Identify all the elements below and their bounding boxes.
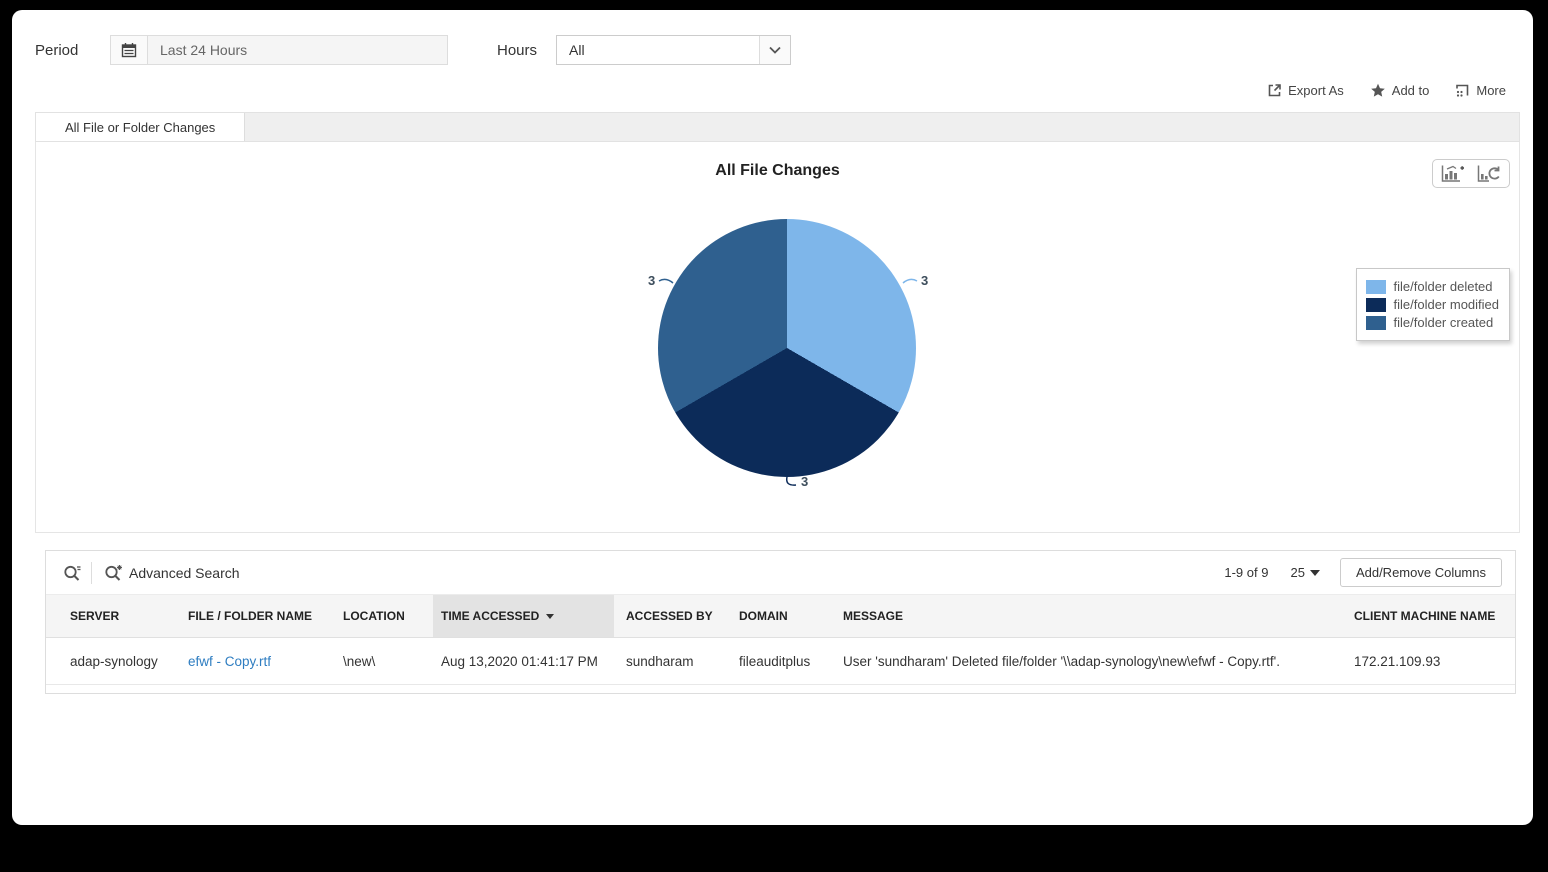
- col-header-server[interactable]: SERVER: [46, 595, 188, 638]
- pie-data-label-modified: 3: [784, 474, 808, 489]
- search-icon: [64, 565, 81, 581]
- pie-data-label-created: 3: [648, 273, 674, 288]
- pie-chart[interactable]: [658, 219, 916, 477]
- page-size-dropdown[interactable]: 25: [1290, 565, 1320, 580]
- cell-message: User 'sundharam' Deleted file/folder '\\…: [837, 637, 1342, 685]
- refresh-chart-button[interactable]: [1477, 164, 1501, 183]
- cell-server: adap-synology: [46, 637, 188, 685]
- app-page: Period Hours All: [12, 10, 1533, 825]
- advanced-search-button[interactable]: Advanced Search: [102, 564, 249, 582]
- calendar-button[interactable]: [110, 35, 148, 65]
- advanced-search-icon: [105, 564, 122, 581]
- col-header-message[interactable]: MESSAGE: [837, 595, 1342, 638]
- cell-file-folder-name: efwf - Copy.rtf: [188, 637, 343, 685]
- hours-select[interactable]: All: [556, 35, 792, 65]
- table-header-row: SERVER FILE / FOLDER NAME LOCATION TIME …: [46, 595, 1515, 638]
- col-header-time-accessed[interactable]: TIME ACCESSED: [433, 595, 614, 638]
- cell-domain: fileauditplus: [727, 637, 837, 685]
- file-changes-table: SERVER FILE / FOLDER NAME LOCATION TIME …: [46, 595, 1515, 685]
- tab-strip: All File or Folder Changes: [35, 112, 1520, 142]
- more-icon: [1456, 84, 1469, 97]
- add-to-label: Add to: [1391, 82, 1430, 98]
- add-chart-icon: [1441, 165, 1464, 182]
- legend-item-modified[interactable]: file/folder modified: [1365, 297, 1500, 312]
- legend-label: file/folder modified: [1393, 297, 1500, 312]
- calendar-icon: [121, 43, 137, 58]
- pagination-text: 1-9 of 9: [1224, 565, 1269, 580]
- more-label: More: [1476, 82, 1506, 98]
- file-link[interactable]: efwf - Copy.rtf: [188, 653, 272, 669]
- advanced-search-label: Advanced Search: [129, 564, 240, 581]
- chart-panel: All File Changes: [35, 142, 1520, 533]
- add-to-button[interactable]: Add to: [1370, 82, 1430, 98]
- cell-client-machine-name: 172.21.109.93: [1342, 637, 1515, 685]
- chart-title: All File Changes: [715, 162, 840, 179]
- sort-desc-icon: [546, 614, 555, 620]
- results-panel: Advanced Search 1-9 of 9 25 Add/Remove C…: [45, 550, 1516, 694]
- legend-label: file/folder created: [1393, 315, 1494, 330]
- legend-swatch-modified: [1365, 297, 1386, 312]
- chevron-down-icon: [759, 36, 791, 64]
- legend-swatch-deleted: [1365, 279, 1386, 294]
- tab-all-file-or-folder-changes[interactable]: All File or Folder Changes: [36, 113, 246, 141]
- col-header-client-machine-name[interactable]: CLIENT MACHINE NAME: [1342, 595, 1515, 638]
- column-search-button[interactable]: [61, 564, 91, 582]
- legend-item-created[interactable]: file/folder created: [1365, 315, 1500, 330]
- chart-legend: file/folder deleted file/folder modified…: [1355, 268, 1510, 341]
- col-header-accessed-by[interactable]: ACCESSED BY: [614, 595, 727, 638]
- star-icon: [1370, 83, 1385, 97]
- cell-accessed-by: sundharam: [614, 637, 727, 685]
- table-row: adap-synology efwf - Copy.rtf \new\ Aug …: [46, 637, 1515, 685]
- hours-label: Hours: [497, 41, 538, 59]
- col-header-file-folder-name[interactable]: FILE / FOLDER NAME: [188, 595, 343, 638]
- legend-swatch-created: [1365, 315, 1386, 330]
- hours-select-value: All: [569, 42, 585, 58]
- search-row: Advanced Search 1-9 of 9 25 Add/Remove C…: [46, 551, 1515, 595]
- period-label: Period: [35, 41, 79, 59]
- legend-item-deleted[interactable]: file/folder deleted: [1365, 279, 1500, 294]
- export-as-label: Export As: [1288, 82, 1344, 98]
- export-as-button[interactable]: Export As: [1267, 83, 1344, 98]
- col-header-location[interactable]: LOCATION: [343, 595, 433, 638]
- list-controls: 1-9 of 9 25 Add/Remove Columns: [1224, 558, 1502, 587]
- refresh-chart-icon: [1477, 165, 1500, 182]
- caret-down-icon: [1309, 569, 1320, 576]
- cell-time-accessed: Aug 13,2020 01:41:17 PM: [433, 637, 614, 685]
- legend-label: file/folder deleted: [1393, 279, 1493, 294]
- cell-location: \new\: [343, 637, 433, 685]
- filter-toolbar: Period Hours All: [12, 10, 1533, 65]
- period-input[interactable]: [148, 35, 448, 65]
- col-header-domain[interactable]: DOMAIN: [727, 595, 837, 638]
- page-size-value: 25: [1290, 565, 1305, 580]
- report-actions: Export As Add to More: [12, 65, 1533, 99]
- divider: [91, 561, 92, 584]
- more-button[interactable]: More: [1455, 83, 1506, 98]
- add-remove-columns-button[interactable]: Add/Remove Columns: [1339, 558, 1502, 587]
- tab-label: All File or Folder Changes: [65, 120, 216, 135]
- pie-data-label-deleted: 3: [902, 273, 928, 288]
- add-chart-button[interactable]: [1441, 164, 1465, 183]
- export-icon: [1268, 83, 1281, 96]
- chart-toolbar: [1432, 159, 1510, 188]
